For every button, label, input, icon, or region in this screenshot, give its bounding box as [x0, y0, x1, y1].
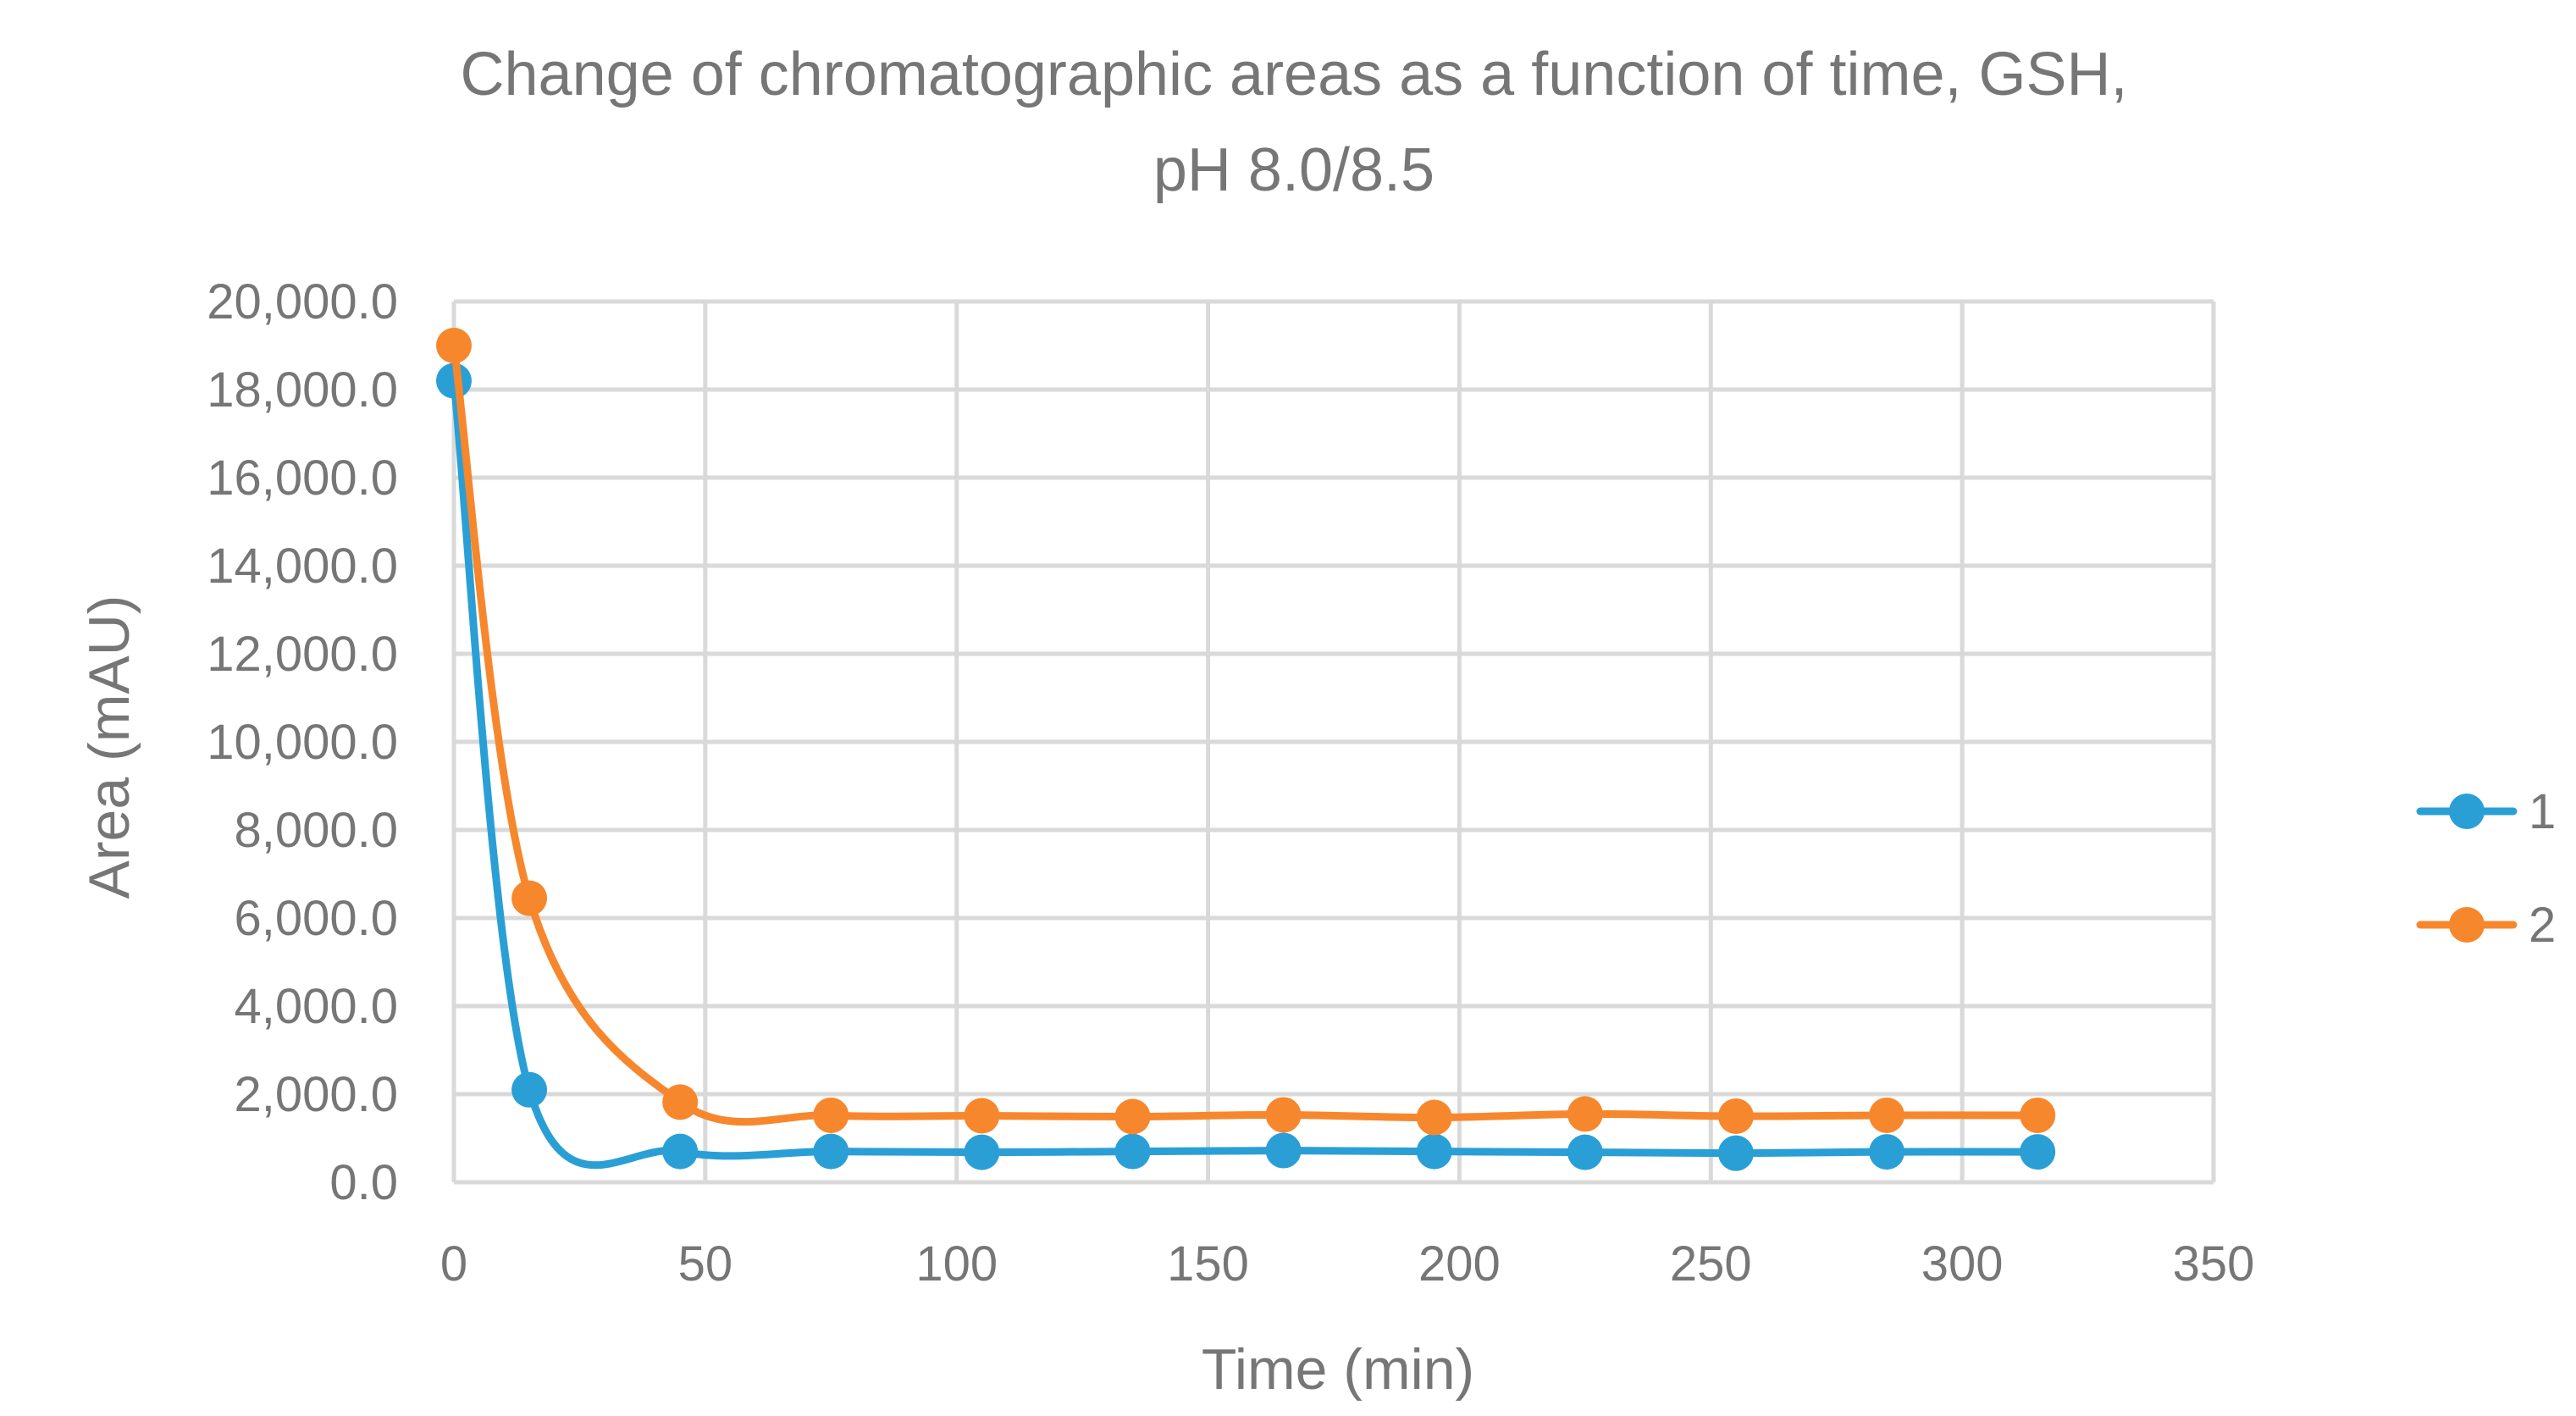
- x-tick-label: 50: [678, 1236, 733, 1292]
- data-point: [1869, 1134, 1905, 1170]
- legend-label: 2: [2529, 898, 2556, 953]
- x-tick-label: 350: [2173, 1236, 2255, 1292]
- x-tick-label: 200: [1418, 1236, 1501, 1292]
- data-point: [511, 1071, 548, 1108]
- x-axis-title: Time (min): [1202, 1337, 1474, 1402]
- y-axis-ticks: 0.0 2,000.0 4,000.0 6,000.0 8,000.0 10,000.0 1…: [207, 274, 398, 1210]
- data-point: [1567, 1134, 1603, 1170]
- x-tick-label: 0: [440, 1236, 467, 1292]
- y-tick-label: 12,000.0: [207, 627, 398, 682]
- data-point: [964, 1134, 1000, 1170]
- chart-title-line-1: Change of chromatographic areas as a fun…: [460, 41, 2127, 108]
- x-tick-label: 300: [1921, 1236, 2004, 1292]
- data-point: [662, 1084, 699, 1120]
- data-point: [1265, 1132, 1302, 1169]
- data-point: [1869, 1097, 1905, 1133]
- y-tick-label: 6,000.0: [234, 891, 398, 946]
- legend: 12: [2416, 784, 2556, 953]
- x-tick-label: 250: [1670, 1236, 1752, 1292]
- legend-marker: [2449, 907, 2485, 943]
- chart-title-line-2: pH 8.0/8.5: [1153, 136, 1434, 204]
- data-point: [2020, 1097, 2056, 1133]
- data-point: [1114, 1133, 1151, 1170]
- y-tick-label: 16,000.0: [207, 451, 398, 506]
- y-tick-label: 20,000.0: [207, 274, 398, 329]
- x-axis-ticks: 0 50 100 150 200 250 300 350: [440, 1236, 2255, 1292]
- legend-item-2: 2: [2416, 898, 2556, 953]
- data-point: [813, 1133, 849, 1170]
- y-axis-title: Area (mAU): [77, 595, 141, 899]
- data-point: [1265, 1097, 1302, 1133]
- data-point: [1717, 1135, 1754, 1171]
- data-point: [1567, 1096, 1603, 1132]
- data-point: [1717, 1098, 1754, 1134]
- data-point: [436, 328, 472, 363]
- x-tick-label: 100: [915, 1236, 998, 1292]
- y-tick-label: 4,000.0: [234, 979, 398, 1034]
- legend-label: 1: [2529, 784, 2556, 839]
- y-tick-label: 8,000.0: [234, 803, 398, 858]
- y-tick-label: 14,000.0: [207, 539, 398, 594]
- data-point: [2020, 1134, 2056, 1170]
- data-point: [1114, 1098, 1151, 1135]
- y-tick-label: 10,000.0: [207, 715, 398, 770]
- data-point: [662, 1133, 699, 1170]
- y-tick-label: 2,000.0: [234, 1067, 398, 1122]
- data-point: [511, 880, 548, 916]
- data-point: [964, 1098, 1000, 1134]
- data-point: [1416, 1099, 1452, 1136]
- plot-grid: [451, 299, 2216, 1185]
- x-tick-label: 150: [1167, 1236, 1249, 1292]
- legend-item-1: 1: [2416, 784, 2556, 839]
- series-line-1: [450, 377, 2042, 1170]
- data-point: [1416, 1133, 1452, 1170]
- data-point: [813, 1097, 849, 1133]
- y-tick-label: 18,000.0: [207, 362, 398, 418]
- series-1: [436, 362, 2056, 1171]
- series-2: [436, 328, 2056, 1136]
- series-layer: [436, 328, 2056, 1171]
- y-tick-label: 0.0: [329, 1155, 398, 1210]
- legend-marker: [2449, 794, 2485, 829]
